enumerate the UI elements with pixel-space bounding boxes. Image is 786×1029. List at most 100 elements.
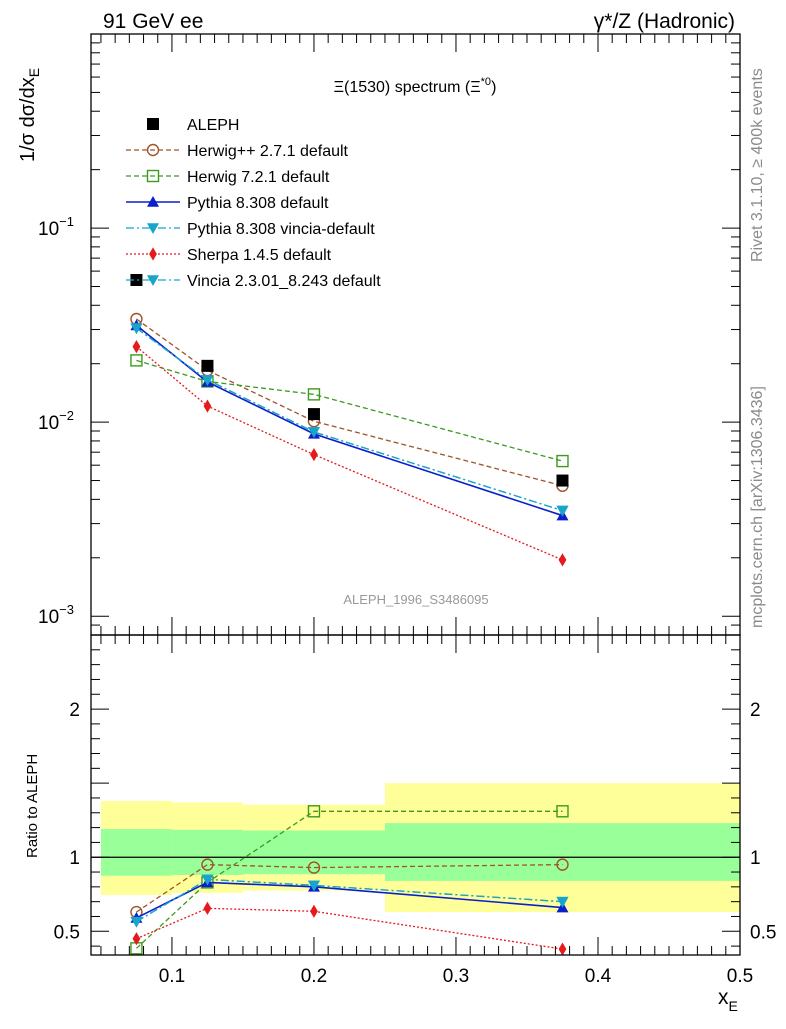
data-point (307, 408, 320, 421)
legend-label: Sherpa 1.4.5 default (187, 247, 332, 264)
mcplots-label: mcplots.cern.ch [arXiv:1306.3436] (749, 386, 766, 628)
y-tick-base: 10 (38, 413, 59, 434)
ratio-point (307, 805, 321, 818)
legend-marker (147, 118, 159, 130)
x-tick-label: 0.4 (585, 966, 612, 987)
series-line (136, 318, 563, 487)
legend-label: Herwig 7.2.1 default (187, 169, 330, 186)
data-point (556, 505, 569, 517)
data-point (201, 375, 214, 386)
main-plot: 10−110−210−3 (38, 33, 741, 636)
header-left: 91 GeV ee (103, 10, 203, 33)
x-ticks: 0.1 0.2 0.3 0.4 0.5 (100, 34, 753, 987)
x-tick-label: 0.1 (159, 966, 185, 987)
data-point (556, 454, 569, 468)
ratio-y-axis-label: Ratio to ALEPH (24, 754, 41, 858)
series-line (135, 324, 563, 517)
ratio-y-tick-label-right: 0.5 (750, 922, 776, 943)
data-point (307, 388, 321, 401)
band-green (171, 829, 243, 875)
x-axis-label-main: x (718, 986, 729, 1009)
y-tick-label: 10−3 (38, 602, 74, 628)
ratio-point (558, 942, 567, 955)
legend-label: ALEPH (187, 117, 239, 134)
y-tick-exp: −3 (59, 602, 74, 617)
ratio-point (556, 896, 569, 908)
y-tick-exp: −2 (59, 408, 74, 423)
y-tick-base: 10 (38, 219, 59, 240)
legend-entry: Herwig++ 2.7.1 default (126, 143, 349, 160)
ratio-y-tick-label: 1 (69, 848, 80, 869)
ratio-point (310, 904, 318, 918)
series-line (136, 346, 563, 561)
data-point (130, 354, 143, 367)
legend-marker (146, 169, 160, 183)
ratio-line (136, 863, 563, 913)
ratio-y-tick-label-right: 1 (750, 848, 761, 869)
data-point (203, 399, 212, 413)
y-axis-label: 1/σ dσ/dxE (17, 68, 42, 162)
y-axis-label-main: 1/σ dσ/dx (17, 77, 39, 162)
y-ticks: 10−110−210−3 (38, 33, 740, 636)
header-right: γ*/Z (Hadronic) (594, 10, 735, 33)
ratio-point (203, 901, 212, 915)
legend-label: Pythia 8.308 vincia-default (187, 221, 375, 238)
legend-marker (146, 143, 160, 157)
y-tick-exp: −1 (59, 214, 74, 229)
ratio-bands (100, 783, 740, 913)
data-point (307, 427, 320, 438)
main-series (130, 273, 569, 567)
ratio-point (307, 861, 321, 874)
legend-marker (147, 196, 159, 207)
ratio-point (201, 858, 214, 871)
svg-text:1/σ dσ/dxE: 1/σ dσ/dxE (17, 68, 42, 162)
x-tick-label: 0.5 (727, 966, 753, 987)
ratio-y-tick-label-right: 2 (750, 700, 761, 721)
ratio-point (307, 880, 320, 892)
chart-title: Ξ(1530) spectrum (Ξ*0) (334, 76, 497, 96)
ratio-frame (90, 634, 741, 956)
legend-marker (147, 223, 159, 234)
y-tick-label: 10−2 (38, 408, 74, 434)
data-point (558, 553, 567, 567)
y-tick-base: 10 (38, 607, 59, 628)
data-point (556, 474, 569, 487)
x-tick-label: 0.3 (443, 966, 469, 987)
data-point (130, 273, 143, 286)
ratio-line (136, 878, 563, 923)
ratio-line (136, 810, 563, 949)
ratio-point (132, 932, 141, 946)
legend-label: Vincia 2.3.01_8.243 default (187, 273, 381, 290)
data-point (130, 323, 143, 335)
band-green (100, 829, 172, 876)
legend-label: Herwig++ 2.7.1 default (187, 143, 349, 160)
x-axis-label-sub: E (729, 998, 738, 1014)
legend-entry: ALEPH (147, 117, 239, 134)
title-close: ) (491, 79, 496, 96)
ratio-y-tick-label: 2 (69, 700, 80, 721)
x-tick-label: 0.2 (301, 966, 327, 987)
ratio-series (130, 805, 569, 955)
ratio-point (130, 916, 143, 928)
legend-marker (149, 247, 157, 261)
band-green (242, 830, 385, 875)
band-green (384, 823, 740, 881)
legend-entry: Pythia 8.308 vincia-default (126, 221, 375, 238)
legend-entry: Herwig 7.2.1 default (126, 169, 330, 186)
rivet-label: Rivet 3.1.10, ≥ 400k events (749, 68, 766, 262)
series-line (136, 327, 563, 512)
legend-entry: Vincia 2.3.01_8.243 default (126, 273, 381, 290)
legend-label: Pythia 8.308 default (187, 195, 329, 212)
y-axis-label-sub: E (26, 68, 42, 77)
ratio-line (136, 881, 563, 919)
ratio-line (136, 907, 563, 950)
analysis-label: ALEPH_1996_S3486095 (343, 592, 488, 607)
legend-marker (147, 275, 159, 286)
legend-entry: Sherpa 1.4.5 default (126, 247, 332, 264)
series-line (136, 327, 563, 512)
ratio-point (201, 874, 214, 886)
y-tick-label: 10−1 (38, 214, 74, 240)
ratio-point (556, 858, 569, 871)
